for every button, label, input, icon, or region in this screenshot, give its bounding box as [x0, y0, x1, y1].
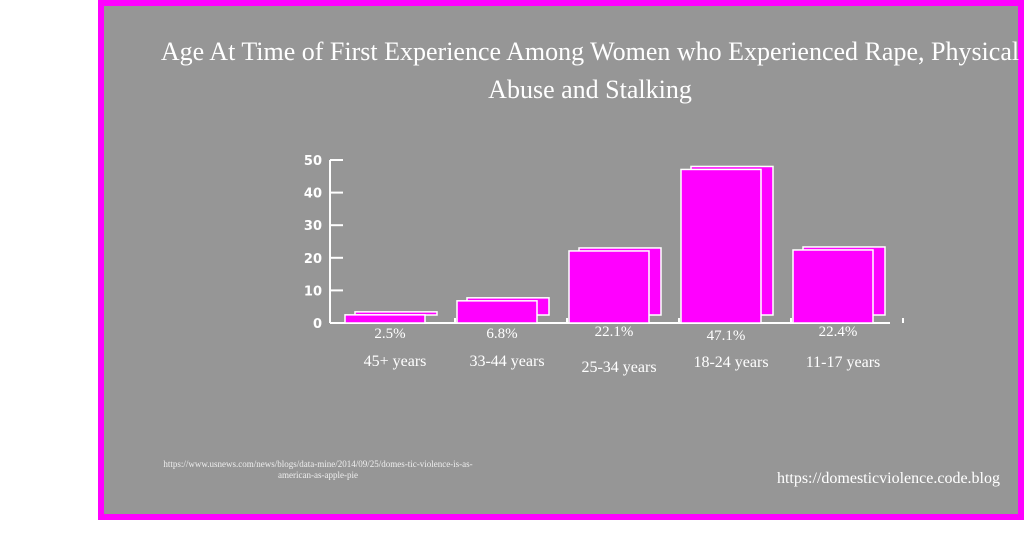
category-label: 11-17 years: [806, 354, 881, 371]
y-tick-label: 40: [304, 187, 322, 202]
data-label: 47.1%: [707, 328, 746, 344]
category-label: 18-24 years: [693, 354, 768, 371]
bar: [456, 300, 538, 324]
data-label: 22.1%: [595, 324, 634, 340]
data-label: 2.5%: [374, 326, 405, 342]
bar: [568, 250, 650, 324]
y-tick-label: 30: [304, 219, 322, 234]
data-label: 22.4%: [819, 324, 858, 340]
blog-url: https://domesticviolence.code.blog: [776, 470, 1000, 487]
y-tick-label: 50: [304, 154, 322, 169]
category-label: 45+ years: [364, 353, 427, 370]
y-tick-label: 0: [313, 317, 322, 332]
y-tick-label: 10: [304, 284, 322, 299]
bar: [344, 314, 426, 324]
data-label: 6.8%: [486, 326, 517, 342]
chart-title: Age At Time of First Experience Among Wo…: [160, 37, 1020, 104]
bar: [792, 249, 874, 324]
category-label: 33-44 years: [469, 353, 544, 370]
category-label: 25-34 years: [581, 359, 656, 376]
y-tick-label: 20: [304, 252, 322, 267]
source-url: https://www.usnews.com/news/blogs/data-m…: [163, 459, 473, 480]
bar: [680, 168, 762, 324]
